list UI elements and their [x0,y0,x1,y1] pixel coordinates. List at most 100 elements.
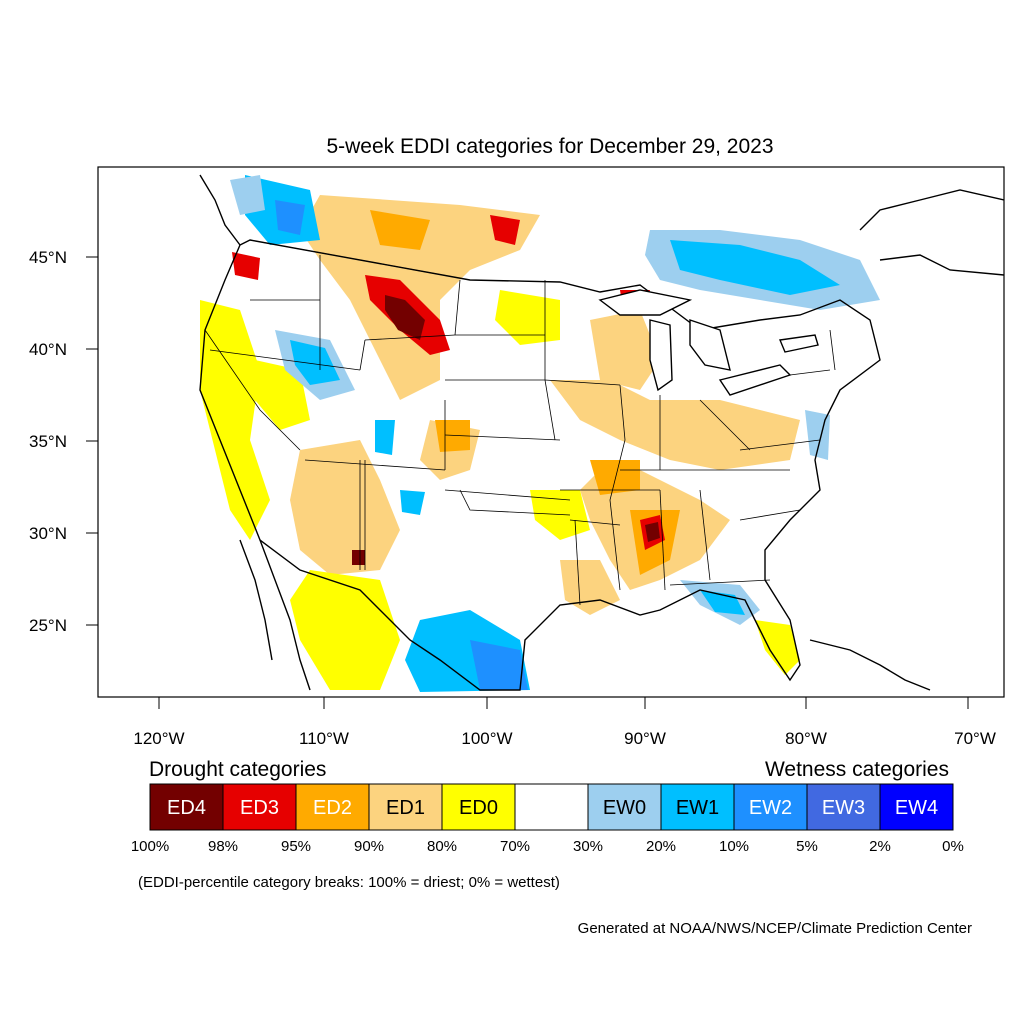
ed4-region-new-mexico [352,550,365,565]
ed0-region-gulf [530,490,590,540]
ed4-region-wyoming [385,295,425,340]
line-ks-mo [544,379,556,441]
legend-break-label: 100% [131,838,169,855]
line-wy-ut [359,339,366,371]
legend-break-label: 90% [354,838,384,855]
ed3-region-oregon [232,252,260,280]
credit-text: Generated at NOAA/NWS/NCEP/Climate Predi… [578,920,972,937]
legend-break-label: 98% [208,838,238,855]
line-ne-ks [444,434,561,441]
line-ca-nv [204,329,301,451]
ed0-region-southwest [290,570,400,690]
legend-break-label: 95% [281,838,311,855]
ew2-region-washington [275,200,305,235]
legend-breaks: 100% 98% 95% 90% 80% 70% 30% 20% 10% 5% 2% 0% [131,838,964,855]
lake-huron [689,319,731,371]
legend-break-label: 0% [942,838,964,855]
hudson-coast [879,254,1004,276]
line-wy-top [364,334,456,341]
legend-label-ed2: ED2 [313,797,352,819]
line-ms-river [609,384,626,591]
legend-swatch-ed0 [441,783,516,831]
ew1-region-idaho [290,340,340,385]
lon-tick-label: 80°W [785,729,827,748]
ed1-region-midwest [550,380,800,470]
ed2-region-arkansas [590,460,640,495]
mexico-coast-west [259,539,311,691]
map-body [98,167,1004,692]
category-regions [200,175,880,692]
line-ga-fl [669,579,771,586]
line-la-tx [574,519,581,606]
line-mt-nd [454,279,461,336]
line-tx-north [444,489,571,501]
legend-swatch-ew1 [660,783,735,831]
legend-break-label: 30% [573,838,603,855]
ed1-region-northern-plains [300,195,540,400]
legend-swatch-ed2 [295,783,370,831]
line-ia-mo [544,379,621,386]
baja-coast [239,539,273,661]
legend-label-ew0: EW0 [603,797,646,819]
longitude-axis: 120°W 110°W 100°W 90°W 80°W 70°W [133,697,996,748]
legend-label-ew3: EW3 [822,797,865,819]
legend-break-label: 20% [646,838,676,855]
lon-tick-label: 120°W [133,729,184,748]
lat-tick-label: 40°N [29,340,67,359]
line-ut-az [304,459,446,471]
ed2-region-colorado [435,420,470,452]
lat-tick-label: 25°N [29,616,67,635]
legend-swatch-ew2 [733,783,808,831]
legend-swatch-ed1 [368,783,443,831]
lake-michigan [649,319,673,392]
legend-break-label: 80% [427,838,457,855]
lat-tick-label: 30°N [29,524,67,543]
line-sc-nc [739,509,801,521]
lon-tick-label: 70°W [954,729,996,748]
legend-swatch-ew0 [587,783,662,831]
lat-tick-label: 35°N [29,432,67,451]
great-lakes [598,289,819,396]
lat-tick-label: 45°N [29,248,67,267]
ew0-region-canada-west [230,175,265,215]
cuba-coast [809,639,931,691]
note-text: (EDDI-percentile category breaks: 100% =… [138,874,560,891]
legend-swatch-ew4 [879,783,954,831]
wetness-heading: Wetness categories [765,758,949,781]
ew1-region-utah [375,420,395,455]
legend-label-ed3: ED3 [240,797,279,819]
legend-break-label: 70% [500,838,530,855]
ew2-region-texas [470,640,528,690]
lake-ontario [779,334,819,353]
line-id-nv [209,349,361,371]
ed1-region-west [290,440,400,575]
ed2-region-montana [370,210,430,250]
map-frame [97,166,1005,698]
lake-superior [598,289,693,316]
ed0-region-pacific-coast [200,300,270,540]
line-va-nc [739,439,821,451]
legend-label-ew4: EW4 [895,797,938,819]
latitude-axis: 45°N 40°N 35°N 30°N 25°N [29,248,98,635]
lake-erie [718,364,792,396]
legend-label-ed0: ED0 [459,797,498,819]
line-lat-45 [249,239,471,281]
legend-swatch-normal [514,783,589,831]
ed0-region-florida [755,620,800,675]
legend-break-label: 5% [796,838,818,855]
lon-tick-label: 110°W [299,729,349,748]
legend-bins: ED4 ED3 ED2 ED1 ED0 EW0 EW1 EW2 EW3 EW4 [149,783,954,831]
ed4-region-mississippi [645,522,660,542]
us-outline [199,239,881,691]
lon-tick-label: 100°W [461,729,512,748]
boundaries [199,174,1004,691]
line-ms-al [659,489,666,591]
line-ny-vt [829,329,836,371]
line-la-ar [569,519,621,526]
line-oh-ky [699,399,751,451]
ed3-region-north-dakota [490,215,520,245]
ew1-region-canada-east [670,240,840,295]
legend: Drought categories Wetness categories ED… [131,758,964,855]
legend-break-label: 2% [869,838,891,855]
